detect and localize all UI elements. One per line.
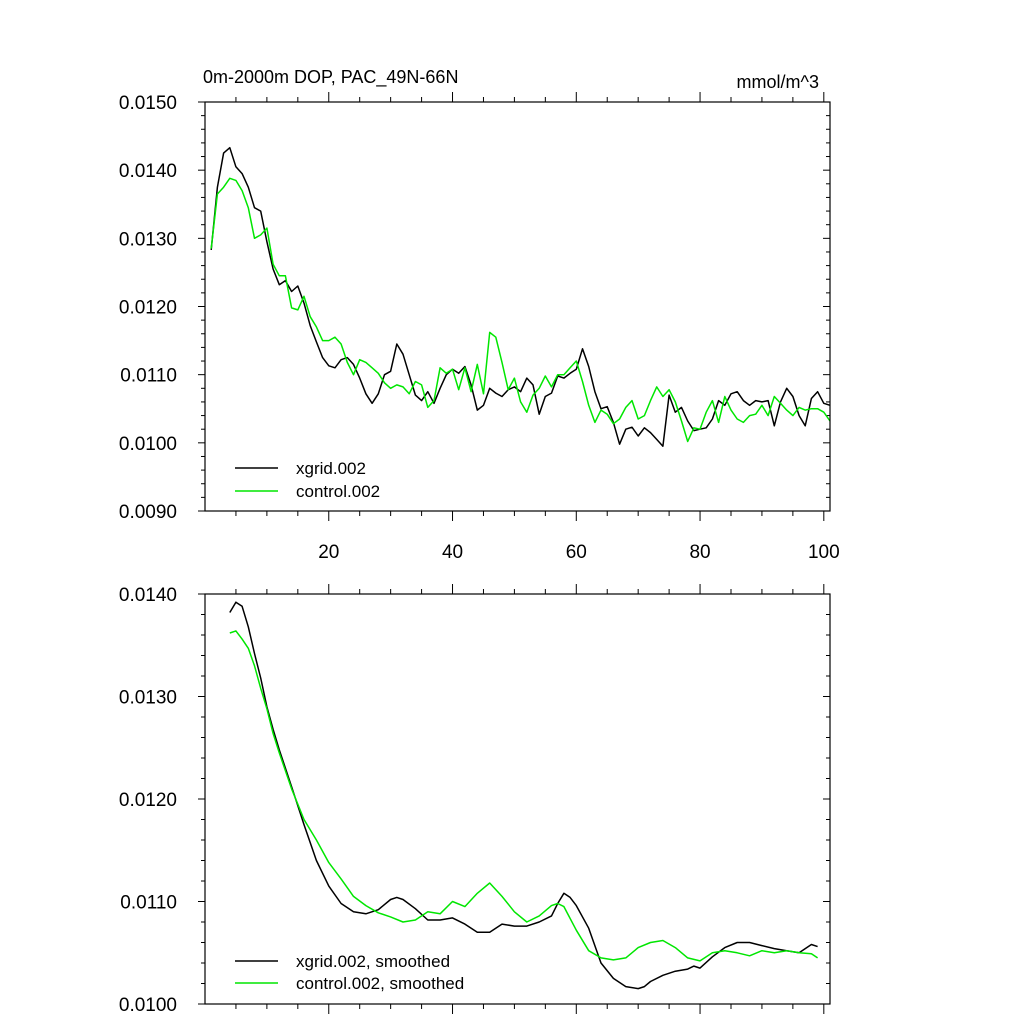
y-tick-label: 0.0110 [120,366,177,387]
y-tick-label: 0.0130 [119,229,177,250]
x-tick-label: 60 [566,542,587,563]
legend-label-xgrid-smoothed: xgrid.002, smoothed [296,952,450,971]
legend-label-xgrid: xgrid.002 [296,459,366,478]
legend-label-control-smoothed: control.002, smoothed [296,974,464,993]
top-chart-panel: 0m-2000m DOP, PAC_49N-66N mmol/m^3 0.009… [119,67,840,563]
x-tick-label: 20 [318,542,339,563]
x-tick-label: 100 [808,542,840,563]
legend-label-control: control.002 [296,482,380,501]
y-tick-label: 0.0110 [120,893,177,914]
top-chart-frame [204,101,831,512]
y-tick-label: 0.0120 [119,298,177,319]
top-chart-series [210,146,831,447]
y-tick-label: 0.0120 [119,790,177,811]
bottom-chart-axes: 0.0100 0.0110 0.0120 0.0130 0.0140 [119,584,830,1016]
series-line-control-002 [210,177,831,443]
y-tick-label: 0.0140 [119,161,177,182]
y-tick-label: 0.0150 [119,93,177,114]
y-tick-label: 0.0130 [119,688,177,709]
top-chart-axes: 0.0090 0.0100 0.0110 0.0120 0.0130 0.0140 0.01… [119,92,840,563]
top-chart-title: 0m-2000m DOP, PAC_49N-66N [203,67,458,88]
x-tick-label: 80 [689,542,710,563]
x-tick-label: 40 [442,542,463,563]
bottom-chart-series [229,601,819,990]
y-tick-label: 0.0090 [119,502,177,523]
series-line-control-002-smoothed [229,630,819,962]
bottom-chart-panel: 0.0100 0.0110 0.0120 0.0130 0.0140 xgrid.002… [119,584,831,1016]
bottom-chart-legend: xgrid.002, smoothed control.002, smoothe… [235,952,464,993]
top-chart-legend: xgrid.002 control.002 [235,459,380,501]
y-tick-label: 0.0140 [119,585,177,606]
bottom-chart-frame [204,593,831,1005]
y-tick-label: 0.0100 [119,995,177,1016]
y-tick-label: 0.0100 [119,434,177,455]
top-chart-units: mmol/m^3 [737,72,819,92]
